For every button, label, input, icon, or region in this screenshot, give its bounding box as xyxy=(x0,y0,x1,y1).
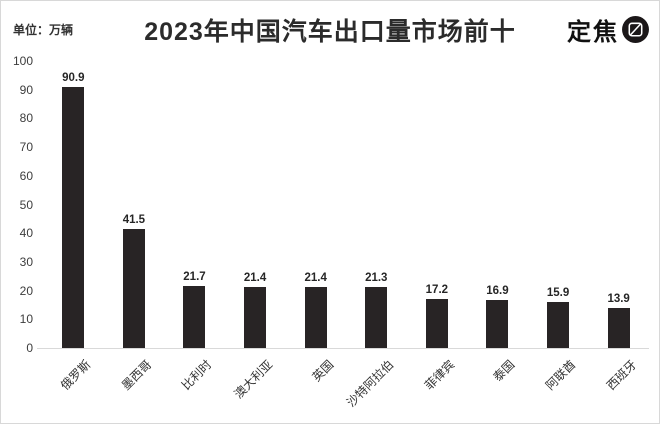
category-label: 阿联酋 xyxy=(542,357,579,393)
bar-column: 90.9 俄罗斯 xyxy=(43,61,104,393)
y-tick-label: 30 xyxy=(19,254,33,269)
bar-value-label: 21.7 xyxy=(183,270,206,283)
bar-column: 13.9 西班牙 xyxy=(588,61,649,393)
category-label: 菲律宾 xyxy=(421,357,458,393)
bar-column: 21.3 沙特阿拉伯 xyxy=(344,61,407,410)
y-tick-label: 60 xyxy=(19,168,33,183)
bar-value-label: 16.9 xyxy=(486,284,509,297)
bar-value-label: 17.2 xyxy=(425,283,449,296)
y-tick-label: 0 xyxy=(26,341,33,355)
bar-column: 41.5 墨西哥 xyxy=(104,61,165,393)
chart-title: 2023年中国汽车出口量市场前十 xyxy=(144,18,516,46)
bar xyxy=(304,286,327,348)
bar-column: 21.7 比利时 xyxy=(164,61,225,393)
bar xyxy=(365,286,388,348)
y-tick-label: 70 xyxy=(19,140,33,155)
y-tick-label: 40 xyxy=(19,226,33,241)
brand-logo: 定焦 xyxy=(567,12,650,47)
bar xyxy=(62,87,85,348)
y-tick-label: 80 xyxy=(19,111,33,126)
bar-column: 17.2 菲律宾 xyxy=(407,61,468,393)
bar-value-label: 41.5 xyxy=(122,213,146,226)
bar xyxy=(122,228,145,348)
dingjiao-logo-icon xyxy=(622,16,649,43)
bar xyxy=(547,302,570,348)
category-label: 澳大利亚 xyxy=(231,357,276,402)
y-tick-label: 100 xyxy=(12,54,33,68)
category-label: 沙特阿拉伯 xyxy=(344,357,397,410)
category-label: 英国 xyxy=(309,357,336,385)
bar-column: 16.9 泰国 xyxy=(467,61,528,385)
x-axis-baseline xyxy=(37,348,649,349)
bar-value-label: 13.9 xyxy=(607,293,630,306)
bar xyxy=(183,285,206,348)
y-tick-label: 50 xyxy=(19,197,33,212)
y-tick-label: 20 xyxy=(19,283,33,298)
y-axis: 0 10 20 30 40 50 60 70 80 90 100 xyxy=(1,54,33,355)
bar xyxy=(425,298,448,348)
bar-column: 15.9 阿联酋 xyxy=(528,61,589,392)
bar-value-label: 21.4 xyxy=(243,271,267,284)
category-label: 比利时 xyxy=(179,357,215,393)
bar xyxy=(244,286,267,348)
bars-plot-area: 90.9 俄罗斯 41.5 墨西哥 21.7 比利时 21.4 澳大利亚 21.4 英国 21.3 沙… xyxy=(43,61,649,410)
category-label: 墨西哥 xyxy=(118,357,155,393)
category-label: 俄罗斯 xyxy=(58,357,94,393)
category-label: 西班牙 xyxy=(603,357,639,393)
bar-column: 21.4 英国 xyxy=(285,61,346,385)
bar-value-label: 21.4 xyxy=(304,271,327,284)
brand-logo-text: 定焦 xyxy=(567,19,619,46)
bar xyxy=(607,308,630,348)
category-label: 泰国 xyxy=(490,357,518,385)
y-tick-label: 10 xyxy=(19,312,33,327)
unit-label: 单位：万辆 xyxy=(13,23,74,37)
bar-value-label: 15.9 xyxy=(546,287,570,300)
bar-value-label: 90.9 xyxy=(62,72,85,85)
bar xyxy=(486,299,509,348)
bar-column: 21.4 澳大利亚 xyxy=(225,61,286,402)
y-tick-label: 90 xyxy=(19,82,33,97)
bar-value-label: 21.3 xyxy=(365,271,388,284)
